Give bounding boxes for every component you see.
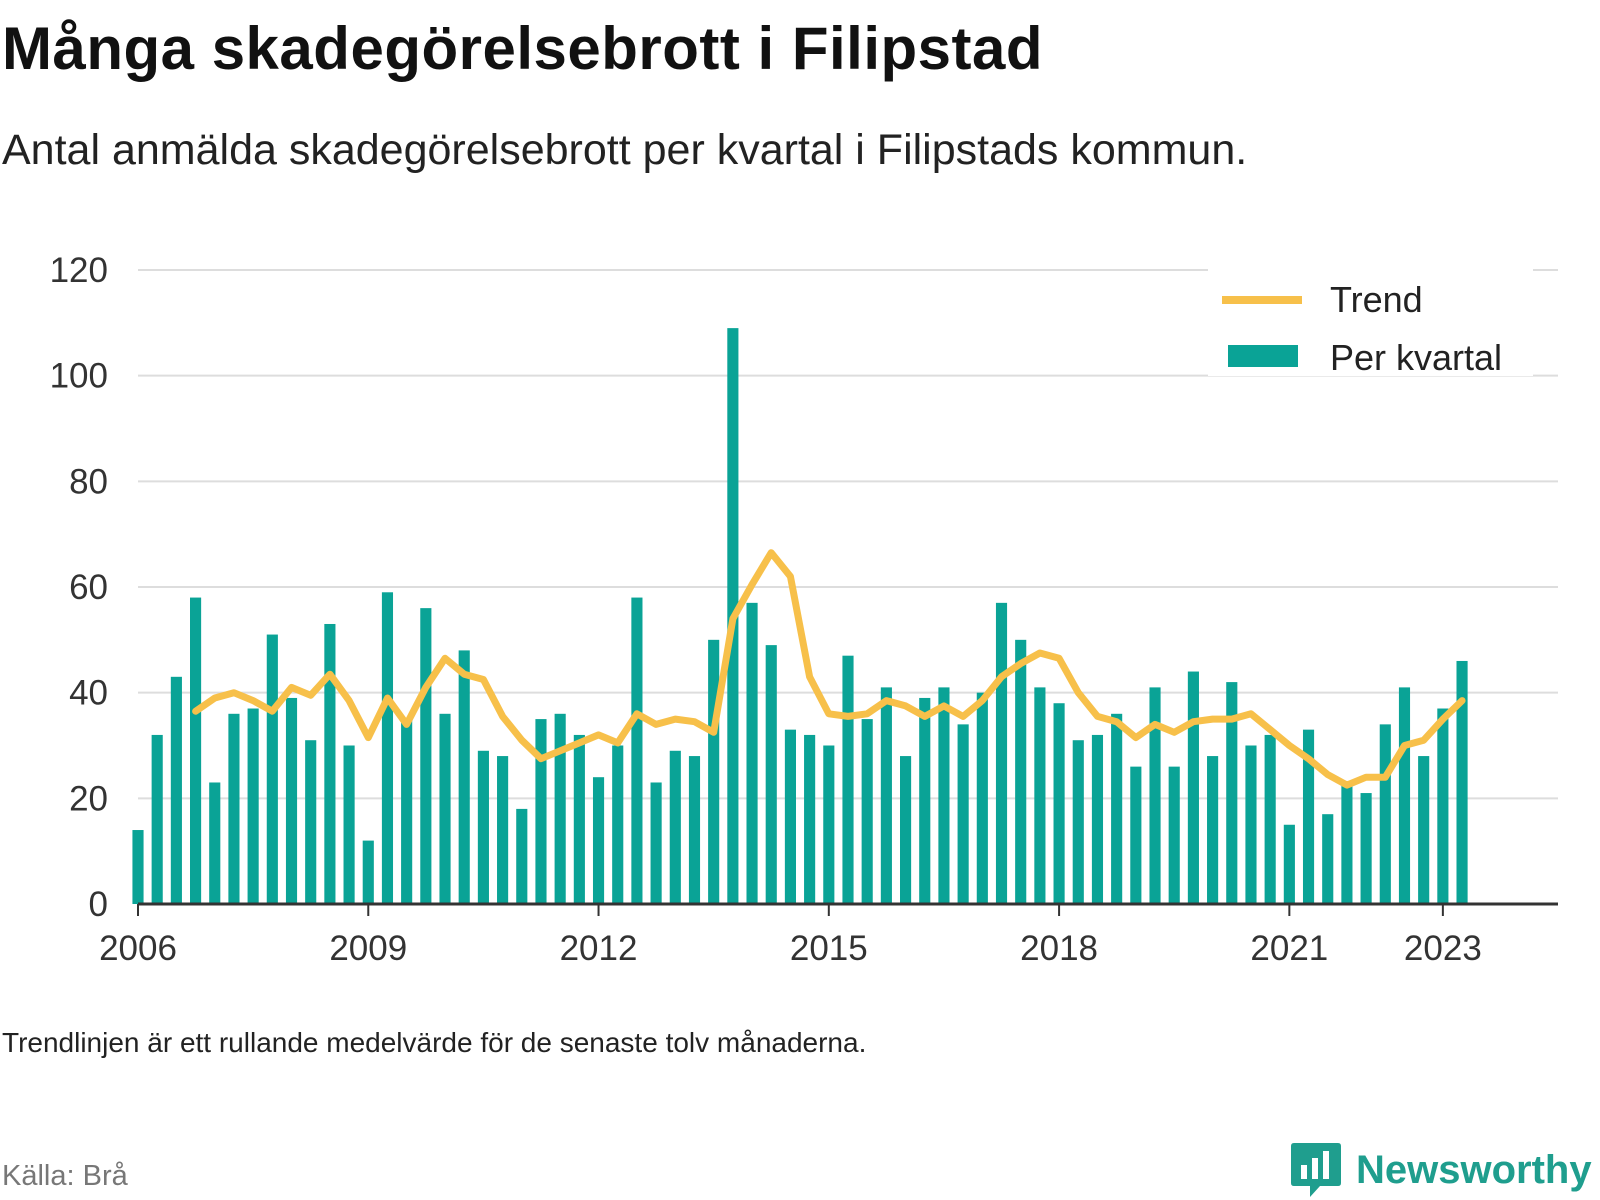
x-tick-label: 2006 — [99, 929, 177, 968]
bar — [669, 750, 681, 904]
bar — [381, 592, 394, 904]
bar — [1437, 708, 1449, 904]
y-tick-label: 80 — [69, 462, 108, 501]
brand-name: Newsworthy — [1356, 1147, 1592, 1192]
x-tick-label: 2021 — [1250, 929, 1328, 968]
axes: 0 20 40 60 80 100 120 2006 2009 2012 2015 2018 2021 2… — [50, 251, 1558, 968]
y-tick-label: 120 — [50, 251, 108, 290]
bar — [285, 697, 298, 904]
bar-series — [132, 328, 1468, 904]
bar — [420, 608, 432, 904]
x-tick-label: 2009 — [329, 929, 407, 968]
bar — [228, 713, 240, 904]
legend-bar-label: Per kvartal — [1330, 337, 1502, 378]
newsworthy-chart-bubble-icon — [1291, 1143, 1341, 1197]
bar — [1379, 724, 1391, 904]
bar — [497, 756, 509, 904]
legend-trend-label: Trend — [1330, 279, 1423, 320]
bar — [1130, 766, 1142, 904]
bar — [1456, 660, 1468, 904]
bar — [1187, 671, 1199, 904]
bar — [1015, 639, 1027, 904]
bar — [1245, 745, 1257, 904]
x-tick-label: 2012 — [560, 929, 638, 968]
y-tick-label: 40 — [69, 674, 108, 713]
bar — [765, 645, 777, 904]
bar — [631, 597, 643, 904]
bar — [1034, 687, 1046, 904]
trend-line — [192, 549, 1466, 789]
bar — [151, 734, 163, 904]
bar — [976, 692, 988, 904]
bar — [1091, 734, 1104, 904]
bar — [1360, 793, 1372, 904]
bar — [247, 708, 259, 904]
bar — [919, 697, 931, 904]
bar — [573, 734, 585, 904]
bar — [1168, 766, 1180, 904]
bar — [900, 756, 912, 904]
bar — [957, 724, 969, 904]
chart-area: 0 20 40 60 80 100 120 2006 2009 2012 2015 2018 2021 2… — [50, 251, 1558, 968]
bar — [784, 729, 796, 904]
y-tick-label: 100 — [50, 357, 108, 396]
bar — [324, 623, 336, 904]
y-tick-label: 20 — [69, 779, 108, 818]
bar — [804, 734, 816, 904]
bar — [1149, 687, 1161, 904]
bar — [746, 602, 758, 904]
source-label: Källa: Brå — [2, 1160, 128, 1192]
bar — [362, 840, 374, 904]
bar — [592, 777, 605, 904]
bar — [1264, 734, 1276, 904]
bar — [612, 745, 624, 904]
bar — [1111, 713, 1123, 904]
bar — [266, 634, 278, 904]
bar — [880, 687, 892, 904]
bar — [477, 750, 489, 904]
y-tick-label: 0 — [89, 885, 108, 924]
bar — [938, 687, 950, 904]
x-tick-label: 2018 — [1020, 929, 1098, 968]
legend: Trend Per kvartal — [1208, 268, 1533, 378]
bar — [458, 650, 470, 904]
chart-title: Många skadegörelsebrott i Filipstad — [2, 15, 1044, 82]
footnote: Trendlinjen är ett rullande medelvärde f… — [2, 1027, 867, 1058]
bar — [823, 745, 835, 904]
legend-bar-swatch — [1228, 345, 1298, 367]
bar — [343, 745, 355, 904]
bar — [1302, 729, 1315, 904]
x-tick-label: 2023 — [1404, 929, 1482, 968]
bar — [439, 713, 451, 904]
brand-logo[interactable]: Newsworthy — [1290, 1140, 1592, 1200]
bar — [1322, 814, 1334, 904]
chart-subtitle: Antal anmälda skadegörelsebrott per kvar… — [2, 126, 1248, 174]
bar — [554, 713, 566, 904]
bar — [1418, 756, 1430, 904]
bar — [995, 602, 1008, 904]
bar — [1207, 756, 1219, 904]
bar — [1283, 824, 1295, 904]
bar — [708, 639, 720, 904]
bar — [650, 782, 662, 904]
bar — [1398, 687, 1411, 904]
bar — [842, 655, 854, 904]
bar — [170, 676, 182, 904]
bar — [535, 719, 547, 904]
bar — [209, 782, 221, 904]
bar — [516, 808, 528, 904]
x-tick-label: 2015 — [790, 929, 868, 968]
bar — [1341, 782, 1353, 904]
y-tick-label: 60 — [69, 568, 108, 607]
bar — [688, 756, 701, 904]
bar — [190, 597, 202, 904]
bar — [401, 719, 413, 904]
bar — [305, 740, 317, 904]
bar — [1072, 740, 1084, 904]
bar — [1226, 682, 1238, 904]
bar — [1053, 703, 1065, 904]
bar — [132, 830, 144, 904]
trend-series — [192, 549, 1466, 789]
bar — [861, 719, 873, 904]
